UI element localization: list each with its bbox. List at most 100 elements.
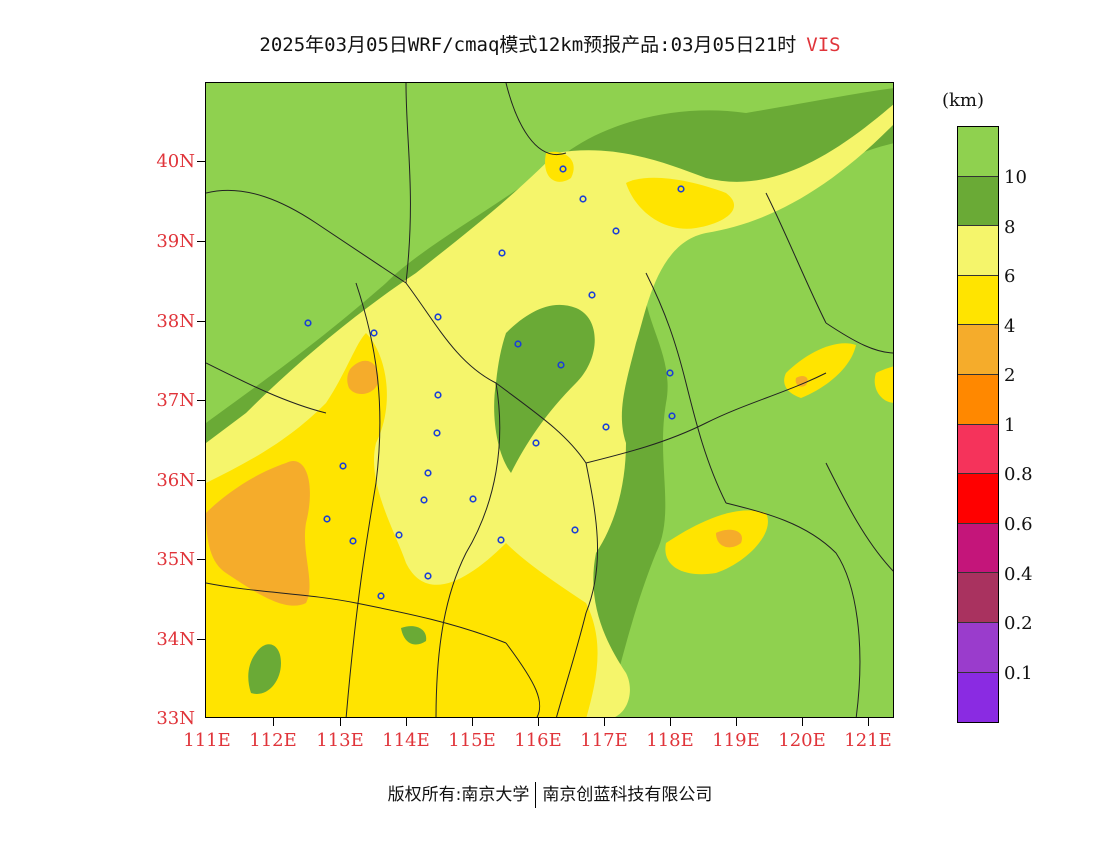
colorbar-label: 1 (1004, 415, 1016, 436)
lon-tick (868, 718, 869, 726)
map-title: 2025年03月05日WRF/cmaq模式12km预报产品:03月05日21时 V… (0, 30, 1100, 57)
city-marker (304, 319, 312, 327)
copyright-footer: 版权所有:南京大学 南京创蓝科技有限公司 (0, 780, 1100, 808)
lon-label: 113E (316, 730, 364, 751)
city-marker (514, 340, 522, 348)
lat-tick (197, 241, 205, 242)
vis-2-4-area (206, 461, 310, 606)
lon-label: 116E (514, 730, 562, 751)
colorbar-label: 0.2 (1004, 613, 1033, 634)
colorbar-units: (km) (942, 90, 985, 111)
colorbar-label: 4 (1004, 316, 1016, 337)
lat-tick (197, 321, 205, 322)
title-main: 2025年03月05日WRF/cmaq模式12km预报产品:03月05日21时 (259, 34, 797, 56)
colorbar-label: 0.1 (1004, 663, 1033, 684)
city-marker (666, 369, 674, 377)
lon-label: 111E (183, 730, 231, 751)
city-marker (677, 185, 685, 193)
colorbar (957, 126, 999, 724)
city-marker (395, 531, 403, 539)
lon-label: 121E (844, 730, 892, 751)
city-marker (571, 526, 579, 534)
colorbar-segment (958, 127, 998, 177)
title-variable: VIS (806, 34, 841, 56)
city-marker (433, 429, 441, 437)
lon-tick (273, 718, 274, 726)
city-marker (424, 572, 432, 580)
lat-label: 34N (156, 629, 195, 650)
lon-label: 112E (249, 730, 297, 751)
city-marker (469, 495, 477, 503)
lat-tick (197, 480, 205, 481)
lat-label: 36N (156, 470, 195, 491)
city-marker (497, 536, 505, 544)
city-marker (434, 391, 442, 399)
lon-tick (670, 718, 671, 726)
vis-8-10-area (401, 626, 427, 645)
city-marker (498, 249, 506, 257)
city-marker (377, 592, 385, 600)
vis-2-4-area (716, 529, 742, 548)
vis-4-6-area (206, 333, 598, 717)
lat-label: 33N (156, 708, 195, 729)
city-marker (323, 515, 331, 523)
colorbar-label: 0.8 (1004, 464, 1033, 485)
colorbar-segment (958, 325, 998, 375)
city-marker (588, 291, 596, 299)
lon-tick (472, 718, 473, 726)
vis-8-10-area (248, 644, 281, 694)
city-marker (559, 165, 567, 173)
visibility-map (205, 82, 894, 718)
city-markers (304, 165, 685, 600)
colorbar-segment (958, 622, 998, 673)
lat-tick (197, 400, 205, 401)
lat-tick (197, 161, 205, 162)
vis-4-6-area (874, 366, 893, 403)
city-marker (532, 439, 540, 447)
lon-tick (736, 718, 737, 726)
lon-label: 115E (448, 730, 496, 751)
lon-label: 120E (778, 730, 826, 751)
lon-tick (802, 718, 803, 726)
lon-tick (406, 718, 407, 726)
city-marker (612, 227, 620, 235)
lat-label: 37N (156, 390, 195, 411)
footer-separator (535, 782, 537, 808)
city-marker (434, 313, 442, 321)
colorbar-segment (958, 474, 998, 524)
city-marker (424, 469, 432, 477)
footer-right: 南京创蓝科技有限公司 (542, 785, 713, 805)
colorbar-segment (958, 374, 998, 425)
colorbar-segment (958, 424, 998, 475)
vis-4-6-area (665, 510, 768, 575)
lon-tick (340, 718, 341, 726)
lat-label: 38N (156, 311, 195, 332)
city-marker (370, 329, 378, 337)
vis-2-4-area (795, 375, 808, 387)
lat-tick (197, 639, 205, 640)
lat-label: 40N (156, 151, 195, 172)
city-marker (557, 361, 565, 369)
city-marker (668, 412, 676, 420)
colorbar-label: 0.4 (1004, 564, 1033, 585)
colorbar-label: 2 (1004, 365, 1016, 386)
city-marker (420, 496, 428, 504)
colorbar-label: 0.6 (1004, 514, 1033, 535)
vis-4-6-area (545, 151, 574, 182)
colorbar-label: 10 (1004, 167, 1027, 188)
boundary-lines (206, 83, 893, 717)
lon-label: 117E (580, 730, 628, 751)
map-canvas (206, 83, 893, 717)
colorbar-segment (958, 176, 998, 227)
colorbar-segment (958, 573, 998, 623)
colorbar-segment (958, 672, 998, 723)
lon-label: 119E (712, 730, 760, 751)
city-marker (339, 462, 347, 470)
colorbar-label: 8 (1004, 217, 1016, 238)
lat-tick (197, 559, 205, 560)
colorbar-label: 6 (1004, 266, 1016, 287)
city-marker (602, 423, 610, 431)
city-marker (349, 537, 357, 545)
footer-left: 版权所有:南京大学 (387, 785, 530, 805)
vis-4-6-area (626, 177, 735, 229)
